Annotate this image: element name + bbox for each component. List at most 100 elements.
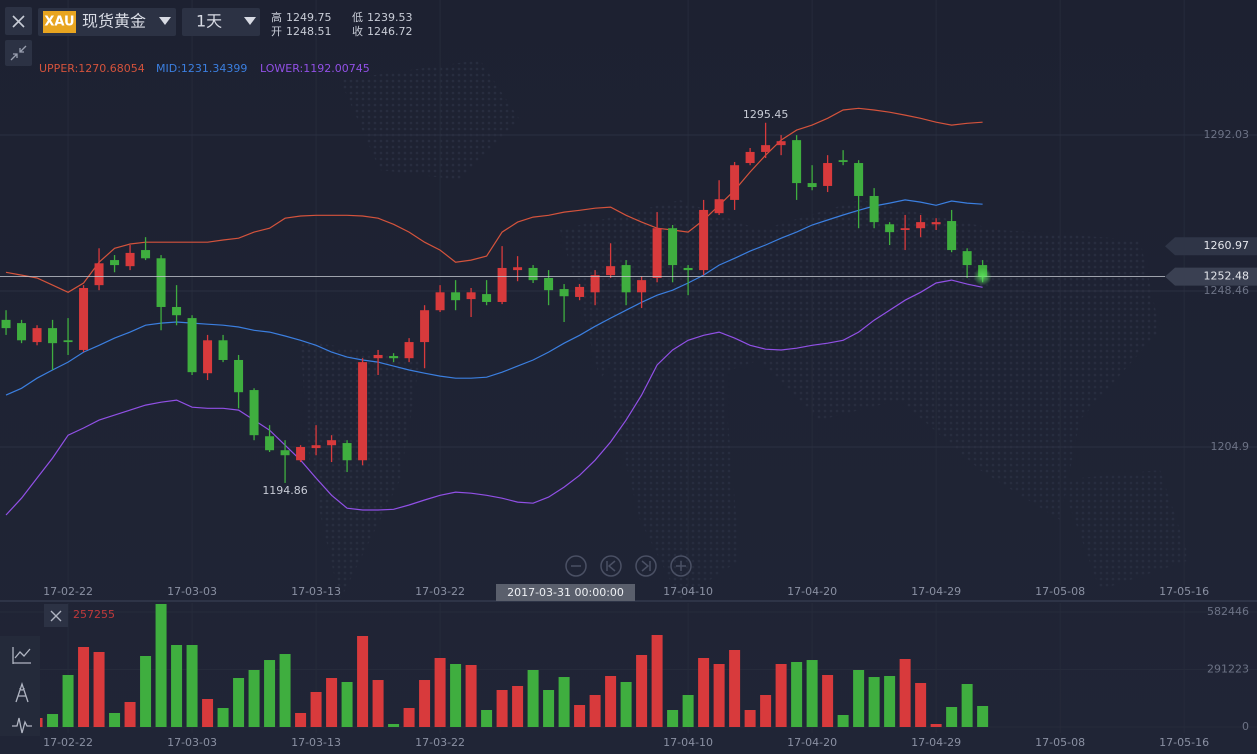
candle-body: [265, 436, 275, 451]
indicator-line: [5, 107, 983, 293]
stat-label: 高: [271, 10, 282, 24]
volume-bar: [465, 665, 477, 728]
volume-bar: [434, 657, 446, 728]
x-tick-label: 17-03-03: [167, 585, 217, 598]
stat-value: 1248.51: [286, 25, 332, 38]
candle-body: [296, 446, 306, 461]
x-tick-label: 17-05-16: [1159, 585, 1209, 598]
x-tick-label: 17-04-10: [663, 736, 713, 749]
period-select[interactable]: [182, 8, 260, 36]
shrink-button[interactable]: [5, 40, 32, 66]
volume-bar: [171, 645, 183, 728]
dropdown-arrow: [159, 17, 171, 25]
volume-bar: [295, 713, 307, 728]
volume-bar: [78, 646, 90, 728]
indicator-icon[interactable]: [12, 647, 31, 664]
x-tick-label: 17-02-22: [43, 585, 93, 598]
volume-bar: [791, 662, 803, 728]
first[interactable]: [600, 555, 622, 577]
volume-bar: [248, 669, 260, 728]
candle-body: [172, 306, 182, 316]
candle-body: [745, 151, 755, 164]
candle-body: [652, 228, 662, 278]
volume-bar: [620, 682, 632, 728]
volume-bar: [682, 694, 694, 728]
volume-bar: [636, 654, 648, 728]
last[interactable]: [635, 555, 657, 577]
volume-bar: [310, 691, 322, 728]
zoom-out[interactable]: [565, 555, 587, 577]
y-tick-label: 1204.9: [1211, 440, 1250, 453]
volume-bar: [915, 683, 927, 728]
volume-bar: [403, 708, 415, 728]
volume-bar: [605, 676, 617, 728]
candle-body: [590, 275, 600, 293]
indicator-line: [5, 279, 983, 516]
volume-bar: [868, 677, 880, 728]
candle-body: [48, 328, 58, 344]
stat-value: 1239.53: [367, 11, 413, 24]
x-tick-label: 17-03-13: [291, 736, 341, 749]
candle-body: [947, 221, 957, 251]
zoom-in[interactable]: [670, 555, 692, 577]
volume-bar: [450, 663, 462, 728]
legend-entry: LOWER:1192.00745: [260, 62, 370, 75]
world-map: [300, 60, 1190, 600]
volume-bar: [543, 689, 555, 728]
candle-body: [559, 289, 569, 297]
volume-current: 257255: [73, 608, 115, 621]
last-price-tag: [1165, 267, 1257, 286]
volume-bar: [326, 677, 338, 728]
volume-bar: [977, 705, 989, 728]
volume-bar: [713, 663, 725, 728]
volume-bar: [419, 680, 431, 728]
close-icon: [12, 15, 25, 28]
volume-bar: [264, 660, 276, 728]
volume-bar: [388, 723, 400, 728]
candle-body: [358, 362, 368, 461]
volume-bar: [109, 713, 121, 728]
dropdown-arrow: [244, 17, 256, 25]
volume-bar: [744, 710, 756, 728]
symbol-badge: [43, 11, 76, 33]
max-annotation: 1295.45: [743, 108, 789, 121]
candle-body: [776, 141, 786, 146]
volume-bar: [698, 657, 710, 728]
nav-buttons: [565, 555, 692, 577]
volume-bar: [279, 654, 291, 728]
volume-bar: [589, 694, 601, 728]
volume-bar: [155, 603, 167, 728]
volume-bar: [667, 710, 679, 728]
volume-bar: [93, 651, 105, 728]
candle-body: [916, 222, 926, 229]
candle-body: [218, 340, 228, 360]
candle-body: [823, 163, 833, 186]
candle-body: [156, 258, 166, 307]
x-tick-label: 17-04-20: [787, 585, 837, 598]
volume-bar: [760, 694, 772, 728]
crosshair-label: 2017-03-31 00:00:00: [507, 586, 624, 599]
candle-body: [389, 356, 399, 359]
volume-bar: [837, 714, 849, 728]
candle-body: [125, 252, 135, 267]
volume-bar: [47, 714, 59, 728]
draw-icon[interactable]: [15, 681, 29, 703]
y-tick-label: 1248.46: [1204, 284, 1250, 297]
wave-icon[interactable]: [12, 717, 32, 734]
candle-body: [327, 440, 337, 446]
period: 1天: [196, 12, 222, 31]
candle-body: [621, 265, 631, 293]
legend-entry: UPPER:1270.68054: [39, 62, 145, 75]
x-tick-label: 17-04-20: [787, 736, 837, 749]
stat-value: 1246.72: [367, 25, 413, 38]
x-tick-label: 17-05-08: [1035, 736, 1085, 749]
candle-body: [761, 145, 771, 152]
volume-bar: [202, 699, 214, 728]
candle-body: [637, 280, 647, 293]
candle-body: [792, 140, 802, 184]
candle-body: [32, 328, 42, 343]
price-marker-tag: [1165, 237, 1257, 256]
candle-body: [17, 323, 27, 341]
volume-bar: [558, 677, 570, 728]
candle-body: [668, 228, 678, 266]
